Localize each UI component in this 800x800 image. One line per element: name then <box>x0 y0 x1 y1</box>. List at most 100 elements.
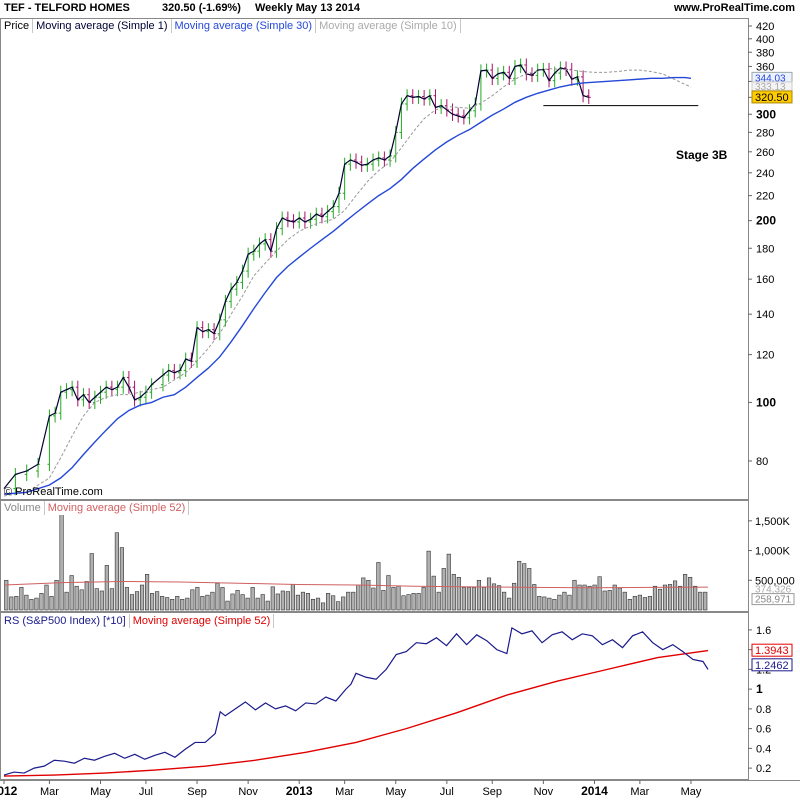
legend-ma30[interactable]: Moving average (Simple 30) <box>171 19 317 33</box>
volume-bar <box>205 594 210 611</box>
volume-bar <box>627 598 632 611</box>
volume-bar <box>567 594 572 611</box>
legend-ma10[interactable]: Moving average (Simple 10) <box>316 19 461 33</box>
volume-value-label: 258,971 <box>755 595 792 606</box>
volume-bar <box>662 584 668 611</box>
legend-volume[interactable]: Volume <box>1 501 45 515</box>
rs-axis-label: 1 <box>756 682 763 696</box>
period-label: Weekly May 13 2014 <box>255 2 360 14</box>
volume-bar <box>265 600 270 611</box>
legend-price[interactable]: Price <box>1 19 34 33</box>
volume-bar <box>461 587 466 611</box>
volume-bar <box>466 587 471 611</box>
volume-bar <box>19 587 24 611</box>
volume-bar <box>446 553 451 611</box>
x-axis-label: Sep <box>187 786 207 798</box>
x-axis-label: Jul <box>440 786 454 798</box>
volume-bar <box>406 594 411 611</box>
rs-ma-value-box <box>751 643 793 657</box>
volume-bar <box>180 598 185 611</box>
volume-bar <box>4 579 9 611</box>
volume-bar <box>94 588 99 611</box>
price-axis-label: 200 <box>756 214 776 228</box>
rs-ma-value-label: 1.3943 <box>755 645 789 657</box>
price-axis-label: 180 <box>756 243 774 255</box>
volume-bar <box>175 596 180 611</box>
rs-value-label: 1.2462 <box>755 660 789 672</box>
volume-bar <box>341 596 346 611</box>
x-axis-label: 2014 <box>581 784 608 798</box>
ma10-line <box>3 68 692 497</box>
volume-bar <box>14 596 19 611</box>
volume-bar <box>275 593 280 611</box>
volume-bar <box>195 587 200 611</box>
volume-bar <box>155 591 160 611</box>
volume-bar <box>647 596 652 611</box>
volume-bar <box>44 584 49 611</box>
volume-bar <box>391 587 396 611</box>
volume-bar <box>64 591 69 611</box>
volume-bar <box>532 584 537 611</box>
volume-bar <box>165 597 170 611</box>
volume-bar <box>104 565 109 611</box>
volume-bar <box>476 579 482 611</box>
volume-bar <box>657 588 663 611</box>
x-axis-label: Mar <box>40 786 59 798</box>
volume-bar <box>366 579 371 611</box>
price-layer <box>3 58 699 497</box>
x-axis-label: Nov <box>238 786 258 798</box>
volume-bar <box>652 585 658 611</box>
volume-bar <box>577 584 582 611</box>
volume-bar <box>300 591 306 611</box>
rs-axis-label: 0.6 <box>756 724 771 736</box>
volume-ma-line <box>3 580 709 589</box>
volume-bar <box>703 591 708 611</box>
volume-bar <box>557 594 562 611</box>
volume-bar <box>331 595 336 611</box>
volume-axis-label: 1,500K <box>755 516 791 528</box>
volume-bar <box>386 575 391 611</box>
legend-rs[interactable]: RS (S&P500 Index) [*10] <box>1 614 130 628</box>
volume-bar <box>59 508 64 611</box>
volume-bar <box>79 589 84 611</box>
volume-bar <box>401 595 406 611</box>
volume-bar <box>124 587 130 611</box>
volume-value-box <box>751 593 795 606</box>
volume-bar <box>542 596 547 611</box>
volume-bar <box>637 594 642 611</box>
stage-annotation: Stage 3B <box>676 148 728 162</box>
volume-bar <box>225 600 230 611</box>
legend-ma1[interactable]: Moving average (Simple 1) <box>33 19 172 33</box>
volume-bar <box>361 577 366 611</box>
price-axis-label: 240 <box>756 168 774 180</box>
rs-layer <box>3 626 709 777</box>
price-axis-label: 260 <box>756 147 774 159</box>
volume-bar <box>346 591 351 611</box>
volume-bar <box>486 577 492 611</box>
volume-bar <box>160 596 165 611</box>
volume-bar <box>597 576 602 611</box>
volume-bar <box>245 597 250 611</box>
volume-bar <box>356 584 361 611</box>
volume-bar <box>49 596 54 611</box>
legend-volume-ma[interactable]: Moving average (Simple 52) <box>44 501 190 515</box>
volume-bar <box>612 584 617 611</box>
volume-bar <box>295 594 300 611</box>
volume-bar <box>667 584 673 611</box>
volume-bar <box>210 591 215 611</box>
price-axis-label: 160 <box>756 274 774 286</box>
volume-bar <box>84 581 89 611</box>
volume-bar <box>129 594 135 611</box>
price-axis-label: 100 <box>756 395 776 409</box>
volume-bar <box>326 593 331 611</box>
volume-bar <box>411 593 416 611</box>
volume-bar <box>139 584 145 611</box>
legend-rs-ma[interactable]: Moving average (Simple 52) <box>129 614 275 628</box>
last-price-label: 320.50 <box>755 92 789 104</box>
volume-bar <box>562 591 567 611</box>
volume-bar <box>170 598 175 611</box>
volume-bar <box>9 596 14 611</box>
volume-bar <box>109 588 114 611</box>
volume-bar <box>185 597 190 611</box>
